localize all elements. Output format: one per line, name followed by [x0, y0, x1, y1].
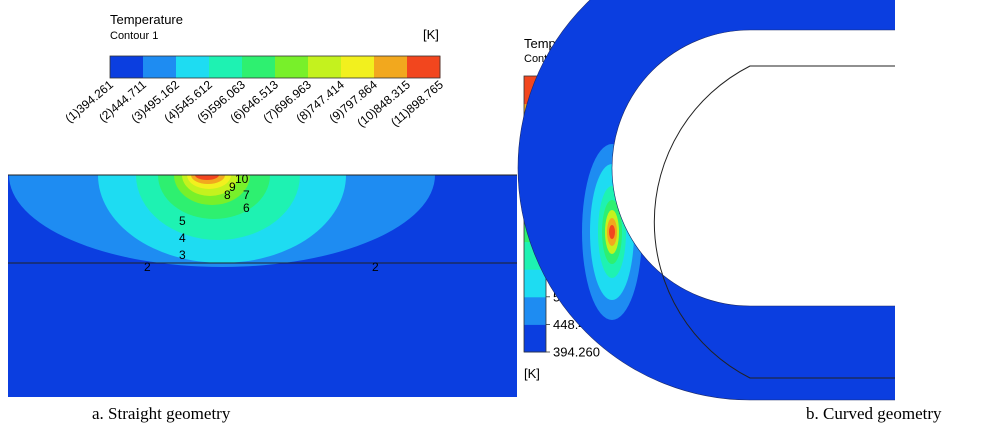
left-contour-label: 2: [144, 260, 151, 274]
left-contour-label: 9: [229, 180, 236, 194]
left-caption: a. Straight geometry: [92, 404, 231, 423]
right-colorbar-segment: [524, 269, 546, 298]
right-colorbar-segment: [524, 324, 546, 353]
left-colorbar-segment: [176, 56, 210, 78]
left-legend-title: Temperature: [110, 12, 183, 27]
right-contour-field: [517, 0, 895, 401]
left-colorbar-segment: [275, 56, 309, 78]
left-contour-label: 3: [179, 248, 186, 262]
left-colorbar-segment: [374, 56, 408, 78]
left-colorbar-segment: [308, 56, 342, 78]
left-contour-label: 5: [179, 214, 186, 228]
left-colorbar: [109, 55, 441, 79]
left-colorbar-segment: [341, 56, 375, 78]
left-colorbar-segment: [209, 56, 243, 78]
curved-band-outline: [517, 0, 895, 401]
right-legend-unit: [K]: [524, 366, 540, 381]
right-panel: Temperature Contour 1 935.862881.702827.…: [517, 0, 942, 423]
left-contour-field: [8, 175, 517, 397]
left-contour-label: 8: [224, 188, 231, 202]
left-colorbar-labels: (1)394.261(2)444.711(3)495.162(4)545.612…: [62, 77, 446, 130]
curved-interface-line: [653, 65, 895, 379]
left-zone-10: [195, 175, 219, 180]
left-colorbar-segment: [242, 56, 276, 78]
right-caption: b. Curved geometry: [806, 404, 942, 423]
left-colorbar-segment: [407, 56, 441, 78]
left-colorbar-segment: [110, 56, 144, 78]
left-contour-label: 6: [243, 201, 250, 215]
curved-band: [518, 0, 895, 400]
left-contour-label: 10: [235, 172, 249, 186]
curved-zone-8: [609, 225, 615, 239]
left-colorbar-border: [109, 55, 441, 79]
right-colorbar-tick-label: 394.260: [553, 345, 600, 360]
left-contour-label: 7: [243, 188, 250, 202]
left-legend-subtitle: Contour 1: [110, 30, 158, 42]
left-colorbar-segment: [143, 56, 177, 78]
left-contour-label: 2: [372, 260, 379, 274]
right-colorbar-segment: [524, 296, 546, 325]
left-legend-unit: [K]: [423, 27, 439, 42]
left-panel: Temperature Contour 1 [K] (1)394.261(2)4…: [8, 12, 517, 423]
left-contour-label: 4: [179, 231, 186, 245]
